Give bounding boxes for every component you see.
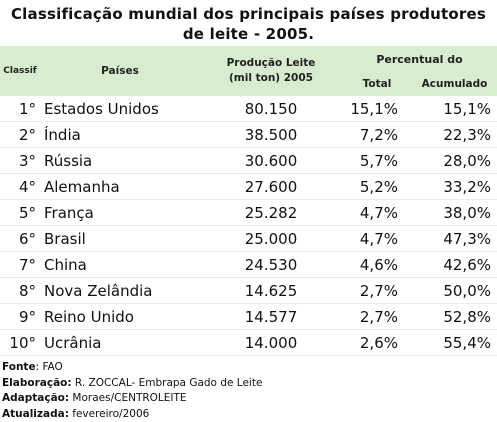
table-cell: 9° <box>0 304 40 330</box>
table-cell: Índia <box>40 122 200 148</box>
table-cell: Reino Unido <box>40 304 200 330</box>
table-cell: 25.000 <box>200 226 342 252</box>
table-cell: 14.000 <box>200 330 342 356</box>
note-label: Adaptação: <box>2 392 69 404</box>
note: Atualizada: fevereiro/2006 <box>2 407 495 422</box>
table-cell: 42,6% <box>412 252 497 278</box>
table-cell: 47,3% <box>412 226 497 252</box>
table-cell: 2,6% <box>342 330 412 356</box>
table-cell: 4,6% <box>342 252 412 278</box>
table-cell: 25.282 <box>200 200 342 226</box>
title: Classificação mundial dos principais paí… <box>0 0 497 46</box>
table-cell: 5,2% <box>342 174 412 200</box>
table-cell: 50,0% <box>412 278 497 304</box>
table-cell: 7° <box>0 252 40 278</box>
table-cell: 2,7% <box>342 304 412 330</box>
note-text: Moraes/CENTROLEITE <box>69 392 186 404</box>
table-cell: 7,2% <box>342 122 412 148</box>
table-cell: 4,7% <box>342 200 412 226</box>
note-label: Fonte <box>2 361 36 373</box>
table-cell: 24.530 <box>200 252 342 278</box>
table-cell: Brasil <box>40 226 200 252</box>
table-cell: 5° <box>0 200 40 226</box>
header-row: Classif Países Produção Leite (mil ton) … <box>0 46 497 72</box>
table-header: Classif Países Produção Leite (mil ton) … <box>0 46 497 96</box>
table-cell: 3° <box>0 148 40 174</box>
header-cell: Países <box>40 46 200 96</box>
table-cell: 33,2% <box>412 174 497 200</box>
table-cell: 38.500 <box>200 122 342 148</box>
table-cell: China <box>40 252 200 278</box>
note-text: R. ZOCCAL- Embrapa Gado de Leite <box>72 377 263 389</box>
note-label: Atualizada: <box>2 408 69 420</box>
table-cell: Nova Zelândia <box>40 278 200 304</box>
table-cell: 27.600 <box>200 174 342 200</box>
header-cell: Percentual do <box>342 46 497 72</box>
table-cell: 38,0% <box>412 200 497 226</box>
table-cell: 15,1% <box>342 96 412 122</box>
table-cell: 52,8% <box>412 304 497 330</box>
table-cell: 8° <box>0 278 40 304</box>
table-cell: 4° <box>0 174 40 200</box>
table-cell: 4,7% <box>342 226 412 252</box>
table-cell: 55,4% <box>412 330 497 356</box>
header-cell: Produção Leite (mil ton) 2005 <box>200 46 342 96</box>
table-cell: 15,1% <box>412 96 497 122</box>
table-cell: 28,0% <box>412 148 497 174</box>
table-cell: 6° <box>0 226 40 252</box>
table-cell: 14.577 <box>200 304 342 330</box>
table-cell: 22,3% <box>412 122 497 148</box>
table-cell: 30.600 <box>200 148 342 174</box>
table-cell: 5,7% <box>342 148 412 174</box>
table-cell: 2,7% <box>342 278 412 304</box>
note: Fonte: FAO <box>2 360 495 376</box>
table-cell: 2° <box>0 122 40 148</box>
table-cell: Alemanha <box>40 174 200 200</box>
header-cell: Total <box>342 72 412 96</box>
table-cell: França <box>40 200 200 226</box>
table-cell: Rússia <box>40 148 200 174</box>
table-cell: Estados Unidos <box>40 96 200 122</box>
header-cell: Acumulado <box>412 72 497 96</box>
note: Adaptação: Moraes/CENTROLEITE <box>2 391 495 407</box>
table-cell: 80.150 <box>200 96 342 122</box>
header-cell: Classif <box>0 46 40 96</box>
note-text: fevereiro/2006 <box>69 408 149 420</box>
table-cell: 14.625 <box>200 278 342 304</box>
ranking-table: Classif Países Produção Leite (mil ton) … <box>0 46 497 356</box>
table-cell: Ucrânia <box>40 330 200 356</box>
table-cell: 1° <box>0 96 40 122</box>
note-text: : FAO <box>36 361 63 373</box>
note: Elaboração: R. ZOCCAL- Embrapa Gado de L… <box>2 376 495 392</box>
note-label: Elaboração: <box>2 377 72 389</box>
table-cell: 10° <box>0 330 40 356</box>
